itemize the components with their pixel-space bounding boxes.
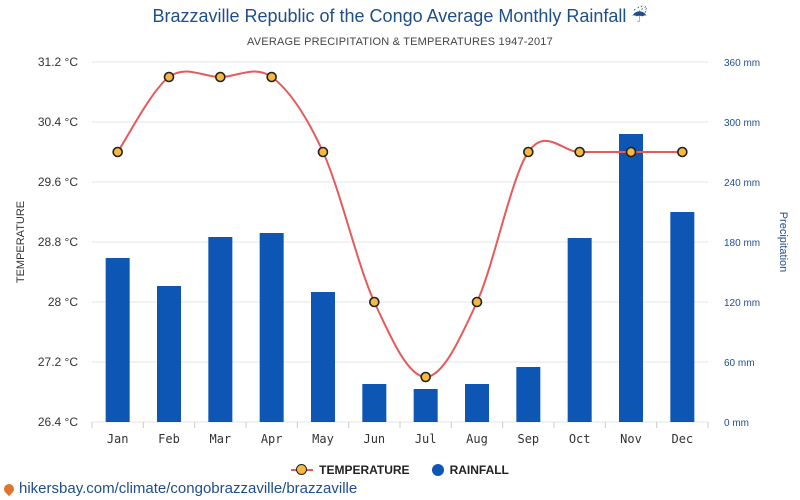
source-link[interactable]: hikersbay.com/climate/congobrazzaville/b… <box>1 480 358 497</box>
rainfall-bar[interactable] <box>105 258 130 422</box>
x-tick-label: Apr <box>261 432 283 446</box>
x-tick-label: Jan <box>107 432 129 446</box>
rainfall-bar[interactable] <box>259 233 284 422</box>
chart-title-text: Brazzaville Republic of the Congo Averag… <box>152 6 627 26</box>
legend-item-rainfall[interactable]: RAINFALL <box>431 463 509 477</box>
rainfall-bar[interactable] <box>208 237 233 422</box>
y-right-tick-label: 180 mm <box>724 238 760 249</box>
y-right-tick-label: 60 mm <box>724 358 755 369</box>
temperature-point[interactable] <box>317 146 329 158</box>
temperature-point[interactable] <box>163 71 175 83</box>
x-tick-label: Jul <box>415 432 437 446</box>
y-right-tick-label: 240 mm <box>724 178 760 189</box>
y-right-tick-label: 300 mm <box>724 118 760 129</box>
x-tick-label: Dec <box>671 432 693 446</box>
y-left-tick-label: 31.2 °C <box>38 55 78 69</box>
rainfall-bar[interactable] <box>670 212 695 422</box>
axis-layer: 26.4 °C 27.2 °C 28 °C 28.8 °C 29.6 °C 30.4 °C… <box>15 55 789 446</box>
line-layer <box>112 70 688 383</box>
y-left-tick-label: 26.4 °C <box>38 415 78 429</box>
x-tick-label: Sep <box>517 432 539 446</box>
y-right-tick-label: 0 mm <box>724 418 749 429</box>
y-left-tick-label: 27.2 °C <box>38 355 78 369</box>
location-pin-icon <box>1 481 17 496</box>
rainfall-bar[interactable] <box>157 286 181 422</box>
rainfall-bar[interactable] <box>619 134 643 422</box>
y-left-axis-title: TEMPERATURE <box>15 201 27 283</box>
chart-legend: TEMPERATURE RAINFALL <box>0 463 800 477</box>
chart-subtitle: AVERAGE PRECIPITATION & TEMPERATURES 194… <box>247 36 553 48</box>
x-tick-label: May <box>312 432 334 446</box>
y-right-tick-label: 120 mm <box>724 298 760 309</box>
rainfall-bar[interactable] <box>311 292 335 422</box>
x-tick-label: Nov <box>620 432 642 446</box>
y-left-tick-label: 30.4 °C <box>38 115 78 129</box>
umbrella-icon: ☔ <box>631 6 648 26</box>
temperature-point[interactable] <box>471 296 483 308</box>
temperature-point[interactable] <box>523 146 534 158</box>
y-left-tick-label: 28.8 °C <box>38 235 78 249</box>
rainfall-bar[interactable] <box>567 238 592 422</box>
grid-layer <box>92 61 708 423</box>
y-left-tick-label: 29.6 °C <box>38 175 78 189</box>
legend-item-temperature[interactable]: TEMPERATURE <box>291 463 410 477</box>
temperature-point[interactable] <box>112 146 123 158</box>
chart-title: Brazzaville Republic of the Congo Averag… <box>0 6 800 27</box>
x-tick-label: Jun <box>363 432 385 446</box>
temperature-point[interactable] <box>677 146 688 158</box>
temperature-point[interactable] <box>215 71 226 83</box>
temperature-point[interactable] <box>625 146 637 158</box>
y-right-tick-label: 360 mm <box>724 58 760 69</box>
temperature-line <box>116 70 683 379</box>
rainfall-bar[interactable] <box>413 389 438 422</box>
temperature-point[interactable] <box>420 371 431 383</box>
rainfall-bar[interactable] <box>362 384 387 422</box>
temperature-point[interactable] <box>574 146 585 158</box>
temperature-marker-icon <box>291 464 314 476</box>
x-tick-label: Aug <box>466 432 488 446</box>
temperature-point[interactable] <box>266 71 277 83</box>
rainfall-marker-icon <box>431 464 444 476</box>
temperature-point[interactable] <box>369 296 380 308</box>
rainfall-bar[interactable] <box>465 384 489 422</box>
x-tick-label: Feb <box>158 432 180 446</box>
y-left-tick-label: 28 °C <box>48 295 78 309</box>
rainfall-bar[interactable] <box>516 367 541 422</box>
legend-temperature-label: TEMPERATURE <box>319 463 410 477</box>
x-tick-label: Mar <box>209 432 231 446</box>
x-tick-label: Oct <box>569 432 591 446</box>
y-right-axis-title: Precipitation <box>777 212 789 273</box>
source-link-text: hikersbay.com/climate/congobrazzaville/b… <box>19 480 358 497</box>
bar-layer <box>105 134 695 422</box>
legend-rainfall-label: RAINFALL <box>449 463 509 477</box>
